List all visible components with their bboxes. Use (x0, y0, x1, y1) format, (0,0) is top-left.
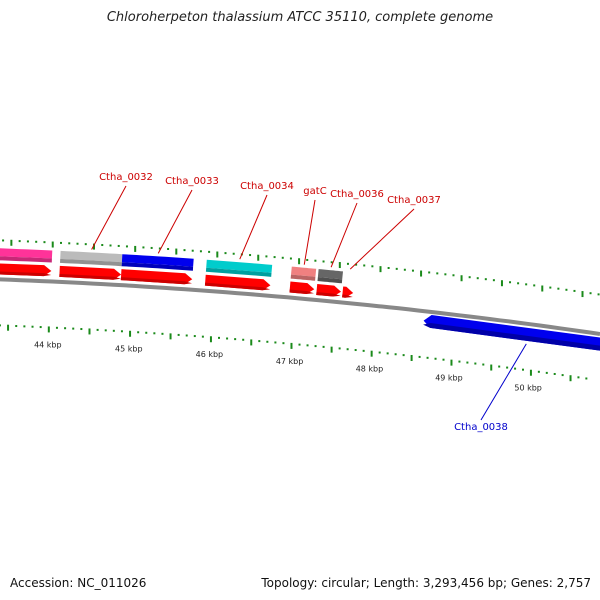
feature-block-shade (290, 274, 316, 281)
scale-label: 46 kbp (196, 350, 224, 359)
gene-label: Ctha_0034 (240, 181, 294, 192)
cds-arrow-shade (289, 289, 314, 295)
scale-label: 49 kbp (435, 373, 463, 382)
feature-block-shade (60, 258, 122, 267)
cds-arrow-shade (316, 291, 341, 297)
scale-label: 47 kbp (276, 357, 304, 366)
reverse-feature-shade (423, 322, 600, 351)
feature-block (0, 248, 53, 259)
scale-label: 45 kbp (115, 345, 143, 354)
gene-label: Ctha_0032 (99, 172, 153, 183)
cds-arrow-shade (59, 273, 121, 280)
backbone-line (0, 277, 600, 336)
feature-block (291, 266, 317, 277)
cds-track (0, 263, 354, 298)
gene-leader-line (349, 208, 415, 270)
cds-arrow-shade (342, 294, 353, 298)
feature-block (317, 269, 343, 280)
gene-label: Ctha_0038 (454, 422, 508, 433)
feature-block-shade (0, 256, 52, 263)
gene-leader-line (330, 202, 358, 268)
inner-tick-track (0, 324, 588, 382)
scale-label: 44 kbp (34, 340, 62, 349)
feature-block (206, 259, 273, 273)
scale-label: 50 kbp (514, 384, 542, 393)
feature-block-shade (121, 262, 194, 271)
gene-leader-line (157, 189, 193, 254)
accession-text: Accession: NC_011026 (10, 576, 147, 590)
cds-arrow-shade (204, 282, 271, 291)
gene-leader-line (480, 343, 527, 421)
gene-leader-line (239, 194, 268, 260)
gene-label: Ctha_0036 (330, 189, 384, 200)
backbone (0, 277, 600, 336)
gene-labels: Ctha_0032 Ctha_0033 Ctha_0034 gatC Ctha_0036… (91, 172, 527, 433)
gene-label: Ctha_0037 (387, 195, 441, 206)
feature-block-shade (317, 277, 343, 284)
feature-block (60, 250, 123, 263)
feature-block (121, 254, 194, 267)
feature-block-shade (205, 267, 272, 277)
feature-track (0, 248, 600, 351)
genome-summary-text: Topology: circular; Length: 3,293,456 bp… (261, 576, 591, 590)
genome-title: Chloroherpeton thalassium ATCC 35110, co… (106, 10, 494, 25)
outer-tick-track (2, 239, 600, 298)
scale-label: 48 kbp (356, 365, 384, 374)
gene-label: Ctha_0033 (165, 176, 219, 187)
gene-label: gatC (303, 186, 326, 197)
cds-arrow-shade (120, 277, 192, 285)
cds-arrow-shade (0, 271, 52, 277)
gene-leader-line (303, 199, 316, 265)
gene-leader-line (91, 185, 127, 250)
scale-labels: 44 kbp 45 kbp 46 kbp 47 kbp 48 kbp 49 kbp 50 k… (34, 340, 542, 392)
